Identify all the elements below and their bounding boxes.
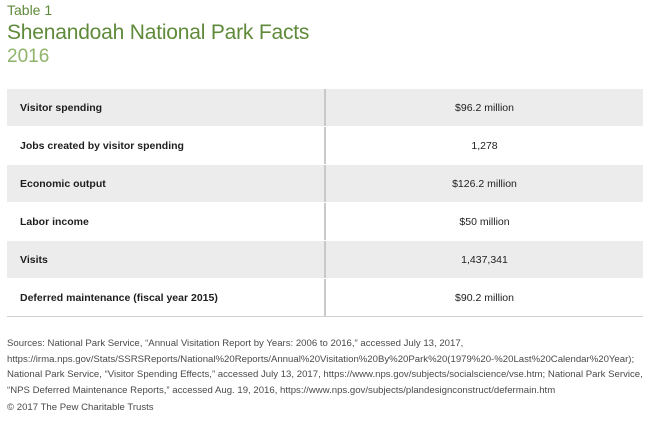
- copyright-notice: © 2017 The Pew Charitable Trusts: [7, 402, 154, 413]
- table-row: Economic output $126.2 million: [7, 165, 643, 203]
- row-label: Jobs created by visitor spending: [20, 139, 184, 152]
- sources-note: Sources: National Park Service, “Annual …: [7, 338, 643, 396]
- row-value: 1,437,341: [461, 253, 508, 266]
- table-row: Labor income $50 million: [7, 203, 643, 241]
- facts-table: Visitor spending $96.2 million Jobs crea…: [7, 89, 643, 317]
- table-row: Visits 1,437,341: [7, 241, 643, 279]
- column-divider: [324, 279, 326, 316]
- table-header: Table 1 Shenandoah National Park Facts 2…: [7, 2, 643, 68]
- table-title: Shenandoah National Park Facts: [7, 21, 310, 44]
- row-value: $126.2 million: [452, 177, 517, 190]
- column-divider: [324, 127, 326, 164]
- row-label: Visitor spending: [20, 101, 103, 114]
- row-value: $90.2 million: [455, 291, 514, 304]
- column-divider: [324, 203, 326, 240]
- row-label: Deferred maintenance (fiscal year 2015): [20, 291, 218, 304]
- table-row: Deferred maintenance (fiscal year 2015) …: [7, 279, 643, 317]
- table-row: Jobs created by visitor spending 1,278: [7, 127, 643, 165]
- row-value: $50 million: [459, 215, 510, 228]
- table-number-label: Table 1: [7, 2, 53, 18]
- row-value: 1,278: [471, 139, 498, 152]
- column-divider: [324, 165, 326, 202]
- table-subtitle-year: 2016: [7, 46, 50, 67]
- row-label: Economic output: [20, 177, 106, 190]
- row-label: Visits: [20, 253, 48, 266]
- column-divider: [324, 89, 326, 126]
- row-label: Labor income: [20, 215, 89, 228]
- table-row: Visitor spending $96.2 million: [7, 89, 643, 127]
- row-value: $96.2 million: [455, 101, 514, 114]
- column-divider: [324, 241, 326, 278]
